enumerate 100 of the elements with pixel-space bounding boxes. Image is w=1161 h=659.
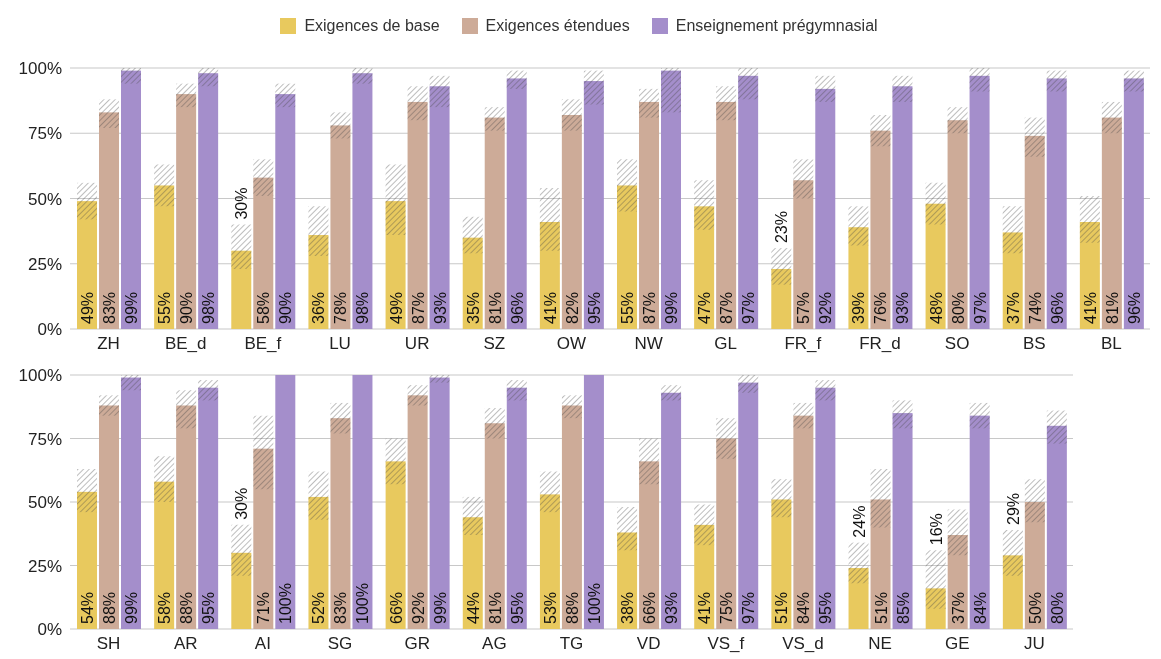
data-label: 41% — [1081, 291, 1099, 324]
data-label: 49% — [79, 291, 96, 324]
data-label: 50% — [1026, 591, 1044, 624]
data-label: 81% — [486, 591, 504, 624]
data-label: 96% — [1048, 291, 1066, 324]
data-label: 93% — [894, 291, 912, 324]
data-label: 47% — [696, 291, 714, 324]
data-label: 93% — [431, 291, 449, 324]
data-label: 38% — [619, 591, 637, 624]
data-label: 75% — [718, 591, 736, 624]
y-tick-label: 0% — [37, 620, 62, 640]
data-label: 29% — [1004, 492, 1022, 525]
data-label: 88% — [178, 591, 196, 624]
x-tick-label: OW — [556, 334, 587, 354]
data-label: 58% — [255, 291, 273, 324]
data-label: 96% — [1125, 291, 1143, 324]
x-tick-label: SZ — [483, 334, 506, 354]
legend-label: Exigences de base — [304, 17, 440, 35]
data-label: 80% — [1048, 591, 1066, 624]
data-label: 51% — [773, 591, 791, 624]
x-tick-label: NE — [868, 634, 892, 654]
bar — [275, 375, 296, 629]
data-label: 100% — [354, 583, 372, 624]
data-label: 95% — [508, 591, 526, 624]
x-tick-label: SH — [96, 634, 121, 654]
x-tick-label: BS — [1022, 334, 1046, 354]
data-label: 82% — [563, 291, 581, 324]
y-tick-label: 0% — [37, 320, 62, 340]
x-tick-label: LU — [329, 334, 351, 354]
data-label: 93% — [663, 591, 681, 624]
data-label: 100% — [277, 583, 295, 624]
data-label: 98% — [354, 291, 372, 324]
data-label: 48% — [927, 291, 945, 324]
data-label: 58% — [156, 591, 174, 624]
x-tick-label: VS_d — [782, 634, 824, 654]
data-label: 88% — [563, 591, 581, 624]
data-label: 99% — [431, 591, 449, 624]
x-tick-label: SO — [944, 334, 970, 354]
data-label: 66% — [387, 591, 405, 624]
data-label: 78% — [332, 291, 350, 324]
x-tick-label: BE_f — [244, 334, 282, 354]
data-label: 83% — [101, 291, 118, 324]
data-label: 81% — [486, 291, 504, 324]
data-label: 54% — [79, 591, 96, 624]
x-tick-label: TG — [559, 634, 584, 654]
y-tick-label: 25% — [27, 556, 62, 576]
x-tick-label: AI — [254, 634, 271, 654]
data-label: 80% — [949, 291, 967, 324]
data-label: 90% — [277, 291, 295, 324]
data-label: 41% — [541, 291, 559, 324]
data-label: 97% — [740, 291, 758, 324]
data-label: 87% — [718, 291, 736, 324]
x-tick-label: GE — [944, 634, 970, 654]
y-tick-label: 25% — [27, 254, 62, 274]
data-label: 44% — [464, 591, 482, 624]
data-label: 95% — [585, 291, 603, 324]
data-label: 71% — [255, 591, 273, 624]
data-label: 88% — [101, 591, 118, 624]
data-label: 97% — [971, 291, 989, 324]
data-label: 99% — [123, 291, 140, 324]
x-tick-label: ZH — [97, 334, 120, 354]
data-label: 85% — [894, 591, 912, 624]
data-label: 74% — [1026, 291, 1044, 324]
y-tick-label: 50% — [27, 189, 62, 209]
data-label: 66% — [641, 591, 659, 624]
data-label: 98% — [200, 291, 218, 324]
data-label: 24% — [850, 505, 868, 538]
y-tick-label: 100% — [18, 366, 62, 386]
x-tick-label: BE_d — [164, 334, 207, 354]
data-label: 37% — [949, 591, 967, 624]
data-label: 95% — [817, 591, 835, 624]
x-tick-label: UR — [404, 334, 430, 354]
y-tick-label: 75% — [27, 429, 62, 449]
data-label: 87% — [641, 291, 658, 324]
data-label: 35% — [464, 291, 482, 324]
data-label: 53% — [541, 591, 559, 624]
data-label: 39% — [850, 291, 868, 324]
data-label: 30% — [233, 187, 251, 220]
x-tick-label: VS_f — [707, 634, 745, 654]
data-label: 41% — [696, 591, 714, 624]
data-label: 90% — [178, 291, 196, 324]
data-label: 37% — [1004, 291, 1022, 324]
x-tick-label: SG — [327, 634, 353, 654]
data-label: 84% — [971, 591, 989, 624]
legend-label: Enseignement prégymnasial — [675, 17, 878, 35]
data-label: 51% — [872, 591, 890, 624]
x-tick-label: GR — [404, 634, 430, 654]
y-tick-label: 50% — [27, 493, 62, 513]
x-tick-label: FR_f — [784, 334, 822, 354]
data-label: 16% — [927, 513, 945, 546]
data-label: 100% — [585, 583, 603, 624]
data-label: 23% — [773, 211, 791, 244]
data-label: 76% — [872, 291, 890, 324]
bar — [352, 375, 373, 629]
bar — [583, 375, 604, 629]
x-tick-label: VD — [636, 634, 661, 654]
data-label: 55% — [156, 291, 174, 324]
x-tick-label: NW — [634, 334, 663, 354]
x-tick-label: GL — [714, 334, 738, 354]
data-label: 36% — [310, 291, 328, 324]
